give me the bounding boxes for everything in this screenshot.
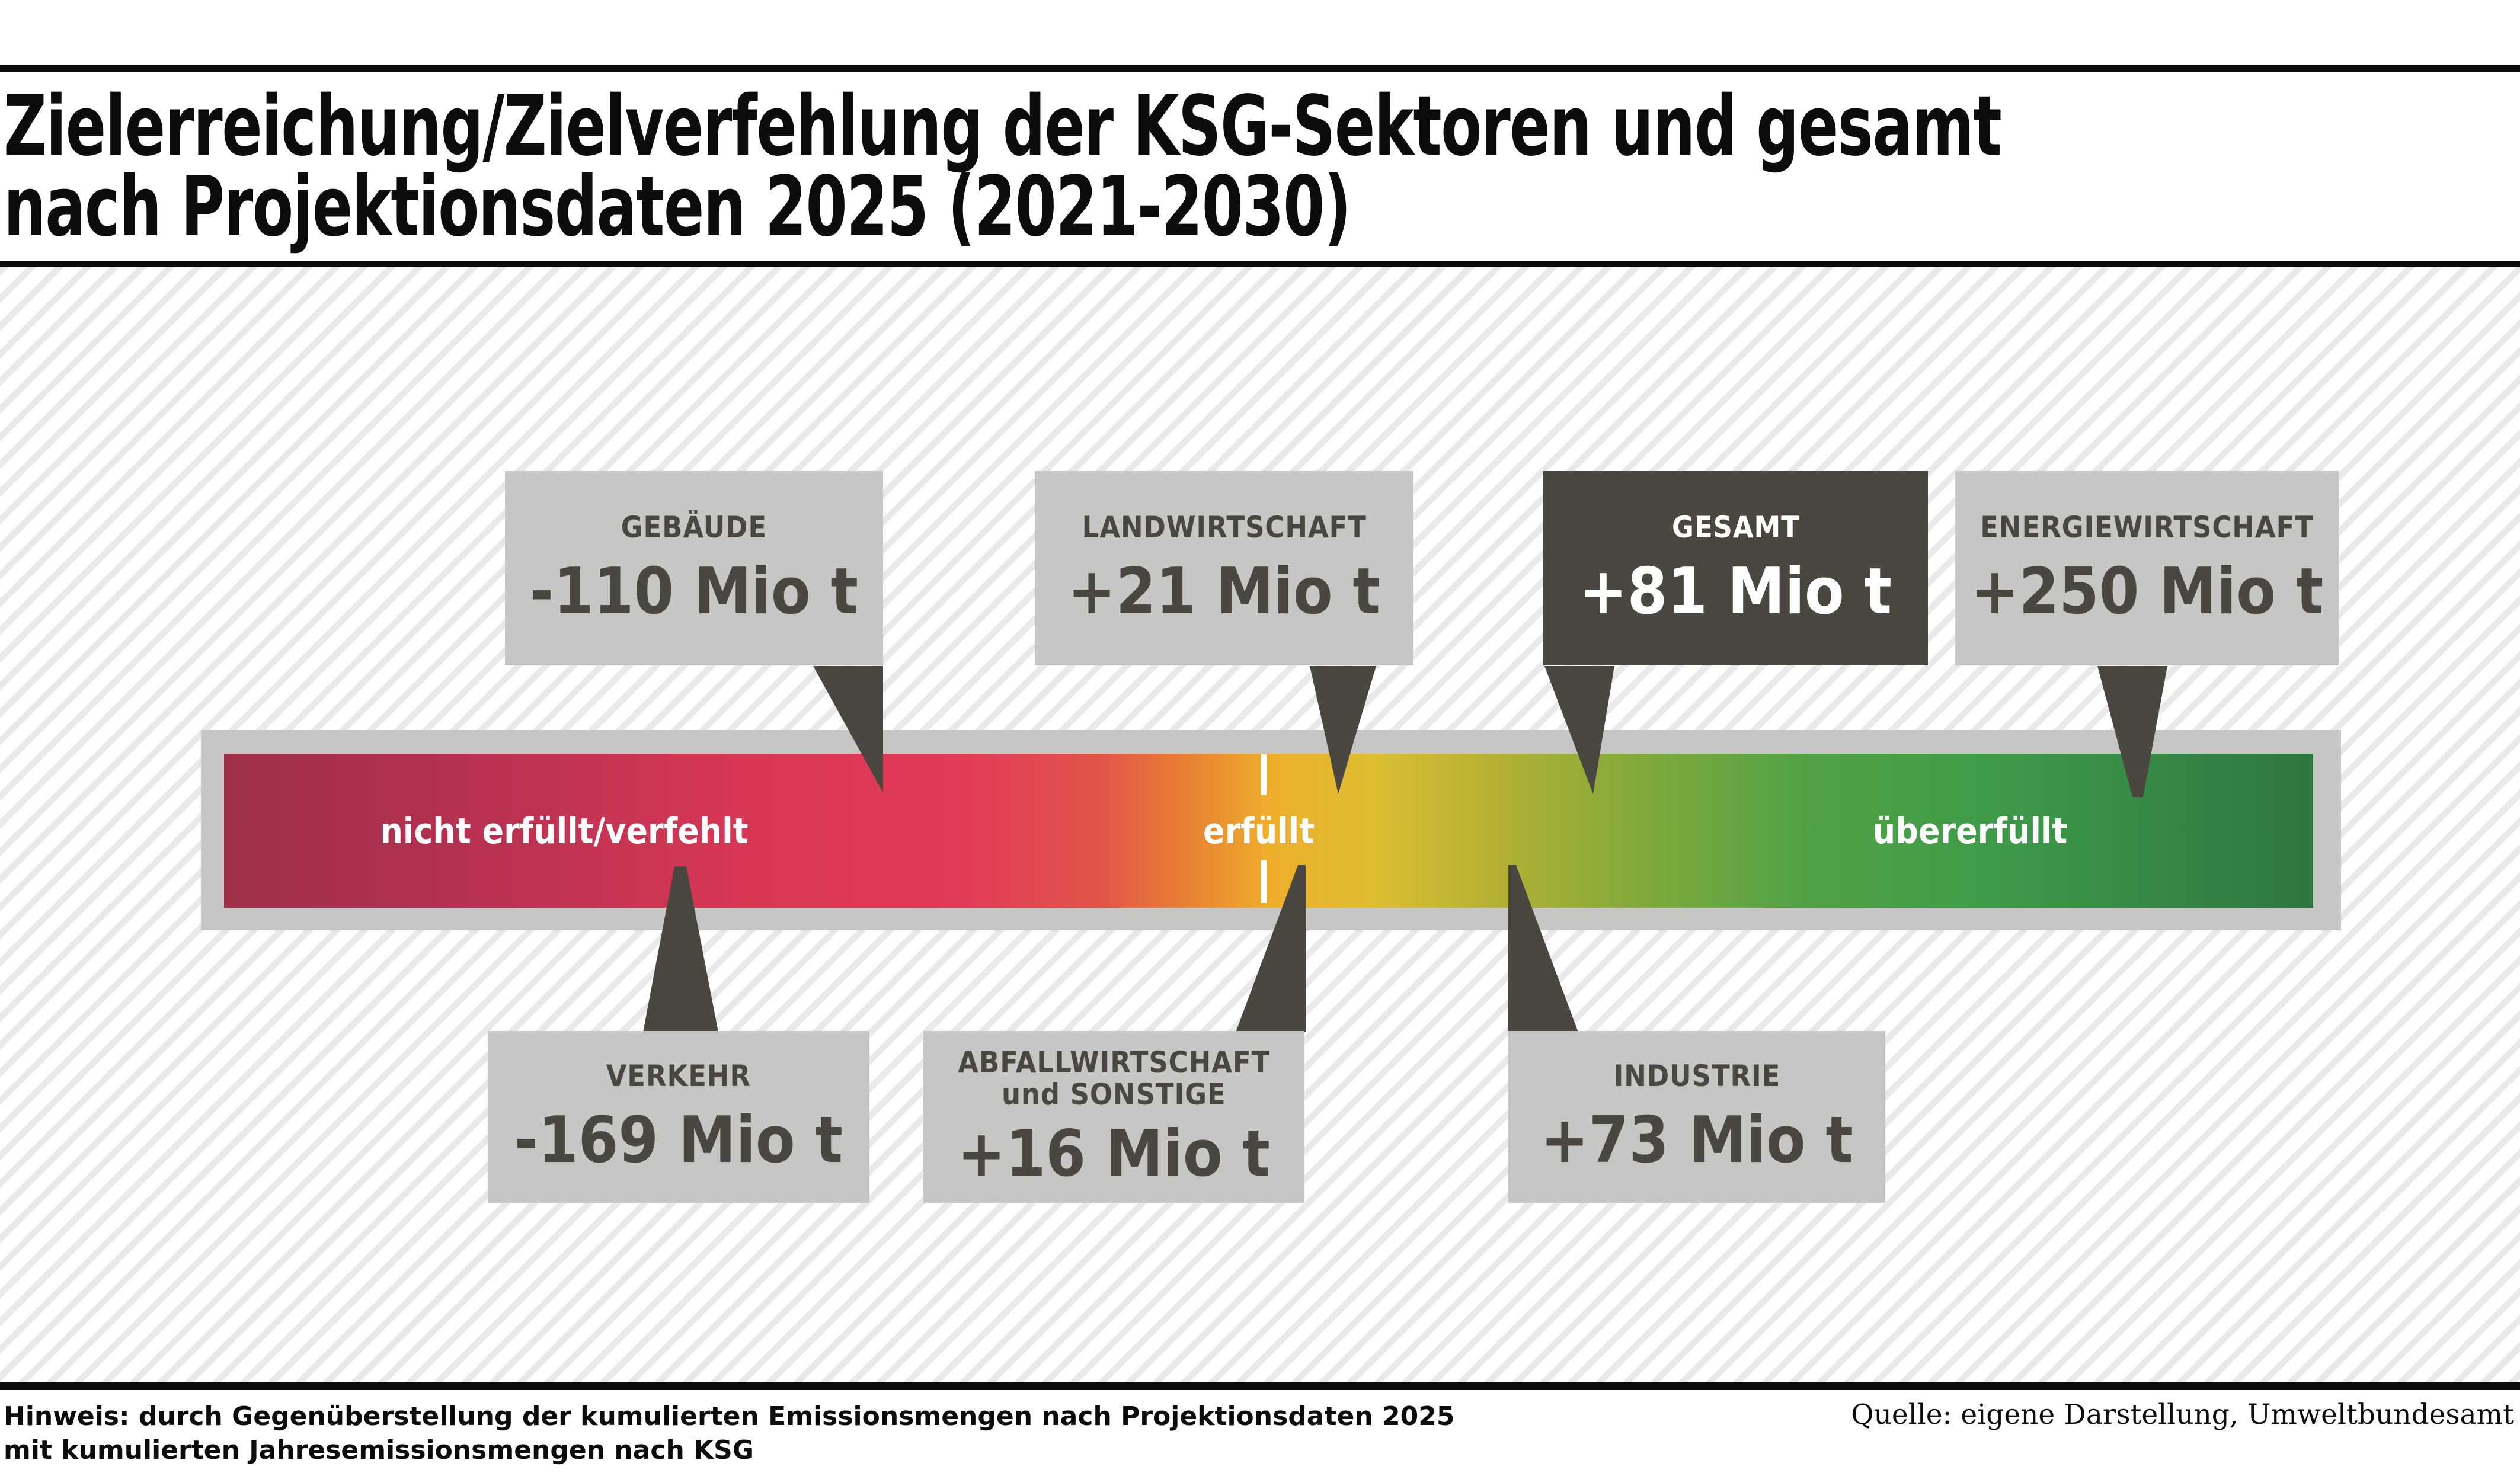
pointer-energiewirtschaft xyxy=(2097,666,2167,797)
pointer-landwirtschaft xyxy=(1310,666,1376,794)
callout-verkehr: VERKEHR -169 Mio t xyxy=(488,1031,869,1203)
page-title-line1: Zielerreichung/Zielverfehlung der KSG-Se… xyxy=(4,78,2002,175)
callout-verkehr-label: VERKEHR xyxy=(606,1059,751,1093)
scale-gradient-bar xyxy=(224,754,2313,908)
pointer-abfallwirtschaft xyxy=(1236,865,1306,1032)
callout-abfallwirtschaft-label-line1: ABFALLWIRTSCHAFT xyxy=(958,1045,1270,1080)
pointer-gebaeude xyxy=(813,666,883,793)
zone-label-missed: nicht erfüllt/verfehlt xyxy=(380,811,749,852)
target-marker-dash-lower xyxy=(1261,860,1267,903)
footer-note-line2: mit kumulierten Jahresemissionsmengen na… xyxy=(4,1435,754,1465)
callout-energiewirtschaft-label: ENERGIEWIRTSCHAFT xyxy=(1980,510,2314,545)
callout-gesamt-value: +81 Mio t xyxy=(1579,555,1892,629)
callout-abfallwirtschaft-value: +16 Mio t xyxy=(957,1117,1271,1191)
callout-energiewirtschaft-value: +250 Mio t xyxy=(1970,555,2324,629)
page-title-line2: nach Projektionsdaten 2025 (2021-2030) xyxy=(4,159,1351,255)
callout-energiewirtschaft: ENERGIEWIRTSCHAFT +250 Mio t xyxy=(1955,471,2339,665)
footer-note: Hinweis: durch Gegenüberstellung der kum… xyxy=(4,1400,1454,1467)
callout-abfallwirtschaft: ABFALLWIRTSCHAFT und SONSTIGE +16 Mio t xyxy=(923,1031,1304,1203)
target-marker-dash-upper xyxy=(1261,754,1267,795)
callout-gebaeude-label: GEBÄUDE xyxy=(621,510,767,545)
callout-gesamt-label: GESAMT xyxy=(1671,510,1800,545)
callout-industrie-value: +73 Mio t xyxy=(1540,1103,1853,1177)
footer-source: Quelle: eigene Darstellung, Umweltbundes… xyxy=(1851,1398,2514,1431)
callout-gebaeude-value: -110 Mio t xyxy=(529,555,859,629)
callout-abfallwirtschaft-label-line2: und SONSTIGE xyxy=(1002,1077,1226,1112)
callout-gesamt-highlighted: GESAMT +81 Mio t xyxy=(1543,471,1928,665)
zone-label-met: erfüllt xyxy=(1203,811,1315,852)
top-rule xyxy=(0,65,2520,72)
callout-landwirtschaft: LANDWIRTSCHAFT +21 Mio t xyxy=(1035,471,1413,665)
pointer-gesamt xyxy=(1544,666,1614,794)
pointer-verkehr xyxy=(643,866,718,1032)
callout-landwirtschaft-label: LANDWIRTSCHAFT xyxy=(1082,510,1367,545)
callout-verkehr-value: -169 Mio t xyxy=(514,1103,843,1177)
pointer-industrie xyxy=(1508,865,1578,1032)
callout-industrie: INDUSTRIE +73 Mio t xyxy=(1508,1031,1885,1203)
callout-gebaeude: GEBÄUDE -110 Mio t xyxy=(505,471,883,665)
zone-label-overachieved: übererfüllt xyxy=(1872,811,2068,852)
title-divider-rule xyxy=(0,261,2520,267)
callout-landwirtschaft-value: +21 Mio t xyxy=(1067,555,1381,629)
page-title: Zielerreichung/Zielverfehlung der KSG-Se… xyxy=(4,78,2520,255)
footer-note-line1: Hinweis: durch Gegenüberstellung der kum… xyxy=(4,1401,1455,1432)
footer-divider-rule xyxy=(0,1382,2520,1390)
callout-industrie-label: INDUSTRIE xyxy=(1613,1059,1780,1093)
